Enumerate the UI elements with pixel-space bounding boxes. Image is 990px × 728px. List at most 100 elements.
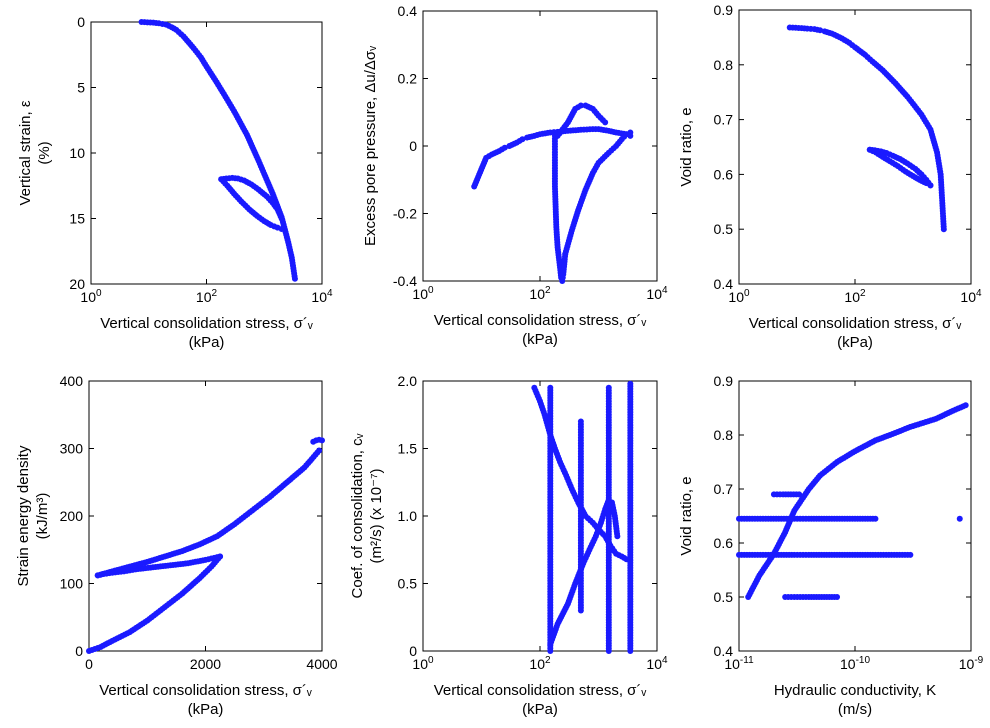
x-axis-label: Hydraulic conductivity, K xyxy=(774,682,936,699)
x-tick-label: 104 xyxy=(646,285,668,302)
y-tick-label: 5 xyxy=(77,80,85,96)
y-tick-label: 1.0 xyxy=(398,508,418,524)
y-axis-label: (%) xyxy=(36,141,53,164)
series-points xyxy=(471,102,634,284)
y-tick-label: 0.8 xyxy=(714,427,734,443)
x-tick-label: 104 xyxy=(646,655,668,672)
y-tick-label: 200 xyxy=(60,508,84,524)
data-point xyxy=(940,226,947,233)
y-tick-label: 0 xyxy=(409,138,417,154)
x-axis-label: (kPa) xyxy=(837,334,873,351)
series-points xyxy=(531,380,634,654)
x-axis-label: Vertical consolidation stress, σ´ᵥ xyxy=(434,312,647,329)
data-point xyxy=(605,384,612,391)
data-point xyxy=(627,380,634,387)
data-point xyxy=(872,515,879,522)
data-point xyxy=(962,402,969,409)
x-tick-label: 102 xyxy=(529,655,551,672)
y-tick-label: 0.2 xyxy=(398,71,418,87)
y-axis-label: Void ratio, e xyxy=(678,107,695,186)
y-tick-label: 400 xyxy=(60,373,84,389)
chart-energy: 0 2000 4000 0 100 200 300 400 Vertical consolida… xyxy=(15,373,338,718)
y-axis-label: Coef. of consolidation, cᵥ xyxy=(349,433,366,598)
data-point xyxy=(278,225,285,232)
y-tick-label: 100 xyxy=(60,576,84,592)
series-points xyxy=(86,436,325,654)
x-tick-label: 100 xyxy=(728,288,750,305)
y-tick-label: 0 xyxy=(75,643,83,659)
x-tick-label: 10-11 xyxy=(724,655,754,672)
y-tick-label: 20 xyxy=(69,276,85,292)
x-axis-label: (kPa) xyxy=(188,701,224,718)
data-point xyxy=(907,551,914,558)
plot-frame xyxy=(88,380,323,652)
data-point xyxy=(614,533,621,540)
x-axis-label: Vertical consolidation stress, σ´ᵥ xyxy=(434,682,647,699)
y-tick-label: 0.4 xyxy=(714,276,734,292)
y-tick-label: 0 xyxy=(409,643,417,659)
x-axis-label: (kPa) xyxy=(522,701,558,718)
x-tick-label: 2000 xyxy=(190,656,221,672)
y-tick-label: 0.9 xyxy=(714,373,734,389)
x-axis-label: (kPa) xyxy=(189,334,225,351)
x-tick-label: 100 xyxy=(412,285,434,302)
x-tick-label: 104 xyxy=(311,288,333,305)
chart-cv: 100 102 104 0 0.5 1.0 1.5 2.0 Vertical consolida… xyxy=(349,373,668,718)
y-tick-label: 0.6 xyxy=(714,535,734,551)
x-tick-label: 104 xyxy=(960,288,982,305)
x-tick-label: 102 xyxy=(844,288,866,305)
x-axis-label: (m/s) xyxy=(838,701,872,718)
y-tick-label: 15 xyxy=(69,211,85,227)
plot-frame xyxy=(422,10,658,282)
x-tick-label: 100 xyxy=(412,655,434,672)
chart-void: 100 102 104 0.4 0.5 0.6 0.7 0.8 0.9 Vertical cons… xyxy=(678,2,982,351)
x-axis-label: (kPa) xyxy=(522,331,558,348)
x-tick-label: 10-9 xyxy=(959,655,984,672)
data-point xyxy=(956,515,963,522)
chart-hydraulic: 10-11 10-10 10-9 0.4 0.5 0.6 0.7 0.8 0.9 Hydrauli… xyxy=(678,373,984,718)
y-tick-label: 1.5 xyxy=(398,441,418,457)
data-point xyxy=(927,182,934,189)
x-tick-label: 102 xyxy=(196,288,218,305)
plot-frame xyxy=(422,380,658,652)
data-point xyxy=(627,129,634,136)
data-point xyxy=(834,594,841,600)
y-tick-label: -0.4 xyxy=(393,273,417,289)
data-point xyxy=(519,136,526,143)
x-axis-label: Vertical consolidation stress, σ´ᵥ xyxy=(749,315,962,332)
x-tick-label: 4000 xyxy=(306,656,337,672)
y-axis-label: Void ratio, e xyxy=(678,476,695,555)
y-axis-label: Vertical strain, ε xyxy=(17,100,34,205)
y-tick-label: 0.7 xyxy=(714,112,734,128)
series-points xyxy=(736,402,969,600)
data-point xyxy=(547,384,554,391)
y-tick-label: 0.8 xyxy=(714,57,734,73)
series-points xyxy=(786,24,947,233)
y-tick-label: 300 xyxy=(60,441,84,457)
y-tick-label: 0.5 xyxy=(398,576,418,592)
data-point xyxy=(291,275,298,282)
x-tick-label: 100 xyxy=(80,288,102,305)
x-axis-label: Vertical consolidation stress, σ´ᵥ xyxy=(99,682,312,699)
y-tick-label: 10 xyxy=(69,145,85,161)
series-points xyxy=(138,19,298,282)
data-point xyxy=(817,27,824,34)
x-tick-label: 102 xyxy=(529,285,551,302)
y-tick-label: 0.5 xyxy=(714,221,734,237)
x-axis-label: Vertical consolidation stress, σ´ᵥ xyxy=(100,315,313,332)
chart-strain: 100 102 104 0 5 10 15 20 Vertical consolidation … xyxy=(17,14,333,351)
y-axis-label: Excess pore pressure, Δu/Δσᵥ xyxy=(362,46,379,246)
y-tick-label: 0.9 xyxy=(714,2,734,18)
y-tick-label: -0.2 xyxy=(393,206,417,222)
y-tick-label: 0 xyxy=(77,14,85,30)
data-point xyxy=(316,447,323,454)
y-axis-label: (kJ/m³) xyxy=(34,493,51,540)
x-tick-label: 0 xyxy=(85,656,93,672)
y-axis-label: Strain energy density xyxy=(15,445,32,586)
y-tick-label: 0.6 xyxy=(714,166,734,182)
data-point xyxy=(577,418,584,425)
chart-pore: 100 102 104 -0.4 -0.2 0 0.2 0.4 Vertical consoli… xyxy=(362,3,668,348)
y-tick-label: 0.4 xyxy=(714,643,734,659)
y-tick-label: 2.0 xyxy=(398,373,418,389)
